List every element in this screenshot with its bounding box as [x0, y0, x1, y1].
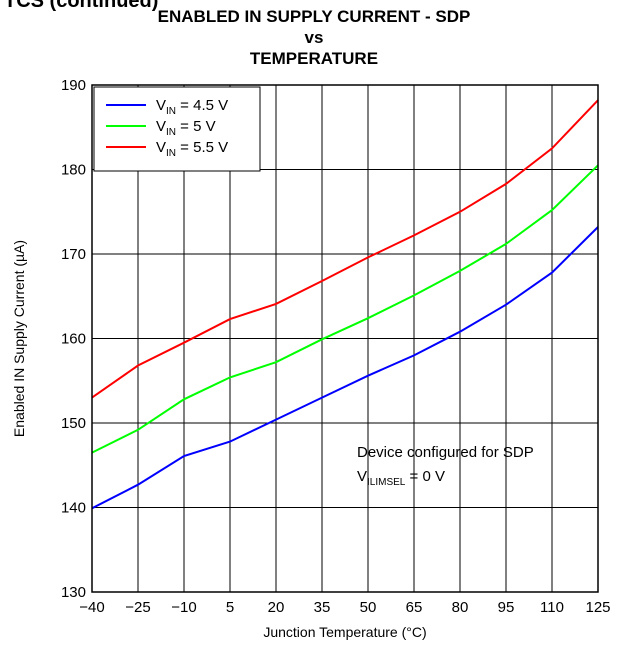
x-tick-label: 50 — [360, 599, 377, 616]
x-tick-label: −10 — [171, 599, 196, 616]
x-tick-label: 95 — [498, 599, 515, 616]
x-tick-label: 110 — [540, 599, 564, 616]
chart-title-line-3: TEMPERATURE — [249, 49, 379, 68]
y-tick-label: 160 — [61, 331, 86, 348]
x-tick-label: 35 — [314, 599, 331, 616]
x-tick-label: 20 — [268, 599, 285, 616]
series-line-1 — [91, 226, 599, 510]
y-tick-label: 150 — [61, 415, 86, 432]
plot-frame — [91, 84, 599, 593]
x-tick-label: 125 — [585, 599, 610, 616]
y-tick-label: 170 — [61, 246, 86, 263]
y-tick-label: 190 — [61, 77, 86, 94]
y-tick-label: 140 — [61, 500, 86, 517]
legend-label: VIN = 4.5 V — [156, 97, 228, 117]
y-tick-label: 180 — [61, 162, 86, 179]
clipped-section-heading: TCS (continued) — [4, 0, 159, 12]
x-tick-label: 80 — [452, 599, 469, 616]
chart-title-line-1: ENABLED IN SUPPLY CURRENT - SDP — [157, 7, 471, 26]
legend-label: VIN = 5.5 V — [156, 139, 228, 159]
x-tick-label: 65 — [406, 599, 423, 616]
series-line-3 — [91, 99, 599, 399]
series-line-2 — [91, 164, 599, 454]
x-tick-label: 5 — [226, 599, 234, 616]
y-tick-label: 130 — [61, 584, 86, 601]
x-axis-label: Junction Temperature (°C) — [263, 624, 426, 640]
y-axis-label: Enabled IN Supply Current (µA) — [11, 240, 27, 437]
x-tick-label: −40 — [79, 599, 104, 616]
annotation-line-1: Device configured for SDP — [357, 444, 534, 461]
x-tick-label: −25 — [125, 599, 150, 616]
annotation-line-2: VILIMSEL = 0 V — [357, 468, 445, 488]
legend-box — [93, 86, 261, 172]
chart-title-line-2: vs — [304, 28, 324, 47]
legend-label: VIN = 5 V — [156, 118, 216, 138]
